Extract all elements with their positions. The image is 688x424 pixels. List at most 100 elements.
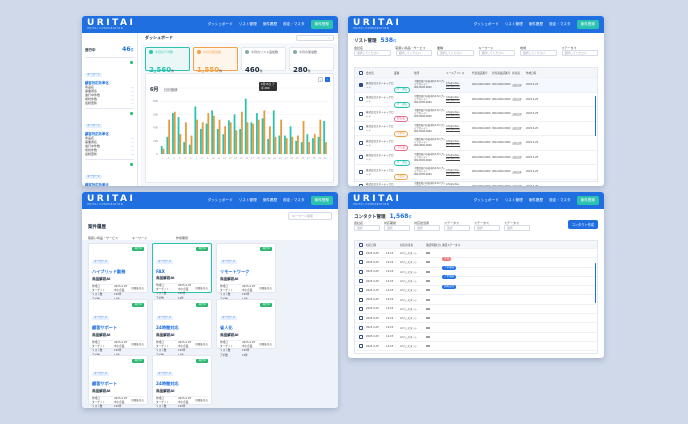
bar-apo[interactable] <box>250 122 253 154</box>
bar-apo[interactable] <box>228 120 230 154</box>
bar-apo[interactable] <box>211 110 214 154</box>
brand-logo[interactable]: URITAI URITAI CORPORATION <box>353 17 402 30</box>
brand-logo[interactable]: URITAI URITAI CORPORATION <box>353 193 402 206</box>
table-row[interactable]: 2025.4.25 14:23 AIアシスタント 08 資料送付 <box>355 277 597 289</box>
table-row[interactable]: 2025.4.25 14:23 AIアシスタント 08 <box>355 295 597 305</box>
nav-cta-button[interactable]: 案件登録 <box>576 20 599 29</box>
bar-apo[interactable] <box>194 106 197 154</box>
cell-email[interactable]: info@uritai-sample.com <box>446 81 460 88</box>
table-row[interactable]: 2025.4.25 14:23 AIアシスタント 08 <box>355 314 597 324</box>
bar-apo[interactable] <box>233 114 236 154</box>
bar-order[interactable] <box>313 134 316 154</box>
bar-apo[interactable] <box>323 121 326 154</box>
row-checkbox[interactable] <box>359 260 363 265</box>
bar-order[interactable] <box>179 134 182 154</box>
bar-order[interactable] <box>252 123 255 154</box>
nav-settings[interactable]: 設定・マスタ <box>549 198 571 202</box>
nav-dashboard[interactable]: ダッシュボード <box>207 198 233 202</box>
select-all-checkbox[interactable] <box>359 242 363 247</box>
create-contact-button[interactable]: コンタクト作成 <box>567 220 598 229</box>
detail-link[interactable]: 詳細を見る <box>259 343 272 346</box>
filter-select[interactable]: 選択 <box>384 225 410 231</box>
brand-logo[interactable]: URITAI URITAI CORPORATION <box>87 17 136 30</box>
filter-select[interactable]: 選択してください <box>561 50 598 56</box>
bar-order[interactable] <box>285 138 288 154</box>
bar-apo[interactable] <box>272 110 275 154</box>
bar-order[interactable] <box>297 135 299 154</box>
column-header[interactable]: 担当者 <box>512 71 520 75</box>
chart-nav-next[interactable]: › <box>325 77 330 82</box>
bar-order[interactable] <box>173 111 176 154</box>
history-search[interactable]: キーワード検索 <box>288 212 332 220</box>
nav-dashboard[interactable]: ダッシュボード <box>207 22 233 26</box>
table-row[interactable]: 株式会社スターテックロード IT・通信 千葉県松戸市松本町2-8-1プレミアガー… <box>355 180 597 186</box>
table-row[interactable]: 株式会社スターテックロード IT・通信 千葉県松戸市松本町2-8-1プレミアガー… <box>355 93 597 108</box>
detail-link[interactable]: 詳細を見る <box>259 287 272 290</box>
nav-cta-button[interactable]: 案件登録 <box>576 196 599 205</box>
cell-email[interactable]: info@uritai-sample.com <box>446 168 460 175</box>
filter-select[interactable]: 選択してください <box>520 50 557 56</box>
filter-select[interactable]: 選択してください <box>437 50 474 56</box>
filter-select[interactable]: 選択 <box>354 225 380 231</box>
row-checkbox[interactable] <box>359 344 363 349</box>
detail-link[interactable]: 詳細を見る <box>195 343 208 346</box>
table-row[interactable]: 2025.4.25 14:23 AIアシスタント 08 <box>355 305 597 315</box>
table-row[interactable]: 2025.4.25 14:23 AIアシスタント 08 <box>355 286 597 296</box>
table-row[interactable]: 2025.4.25 14:23 AIアシスタント 08 <box>355 333 597 342</box>
column-header[interactable]: 代表電話番号 <box>472 71 488 75</box>
column-header[interactable]: 業種 <box>394 71 400 75</box>
bar-apo[interactable] <box>216 128 219 154</box>
project-card[interactable]: キーワード 進行中 24時間対応 商品解説AI 作成日 2025.4.25 ターゲット… <box>152 299 212 357</box>
bar-apo[interactable] <box>160 146 163 154</box>
column-header[interactable]: 通話ステータス <box>442 243 461 247</box>
nav-list[interactable]: リスト管理 <box>504 22 523 26</box>
row-checkbox[interactable] <box>359 140 363 145</box>
brand-logo[interactable]: URITAI URITAI CORPORATION <box>87 193 136 206</box>
filter-select[interactable]: 選択してください <box>354 50 391 56</box>
bar-order[interactable] <box>325 142 327 154</box>
row-checkbox[interactable] <box>359 297 363 302</box>
bar-order[interactable] <box>190 135 193 154</box>
bar-order[interactable] <box>235 130 238 154</box>
row-checkbox[interactable] <box>359 97 363 102</box>
nav-list[interactable]: リスト管理 <box>238 198 257 202</box>
bar-apo[interactable] <box>278 135 281 154</box>
column-header[interactable]: 対応日時 <box>366 243 377 247</box>
row-checkbox[interactable] <box>359 334 363 339</box>
bar-order[interactable] <box>257 119 260 154</box>
bar-order[interactable] <box>269 126 271 154</box>
bar-order[interactable] <box>224 126 227 154</box>
bar-order[interactable] <box>207 113 210 154</box>
bar-order[interactable] <box>201 122 204 154</box>
bar-apo[interactable] <box>205 123 208 154</box>
bar-order[interactable] <box>263 110 266 154</box>
nav-history[interactable]: 案件履歴 <box>528 198 544 202</box>
filter-select[interactable]: 選択 <box>444 225 470 231</box>
chart-nav-prev[interactable]: ‹ <box>318 77 323 82</box>
table-row[interactable]: 2025.4.25 14:23 AIアシスタント 08 アポ獲得 <box>355 258 597 270</box>
bar-apo[interactable] <box>188 144 191 154</box>
project-card[interactable]: キーワード 進行中 24時間対応 商品解説AI 作成日 2025.4.25 ターゲット… <box>152 355 212 408</box>
project-card[interactable]: キーワード 進行中 省人化 商品解説AI 作成日 2025.4.25 ターゲット 中小企… <box>216 299 276 357</box>
column-header[interactable]: 通話時間(分) <box>426 243 441 247</box>
bar-apo[interactable] <box>284 135 286 154</box>
sidebar-project-card[interactable]: キーワード 顧客対応効率化 商品名 — 事業者名 — 進行中件数 — 成約件数 — 最終更新 — <box>85 58 134 109</box>
row-checkbox[interactable] <box>359 251 363 256</box>
bar-order[interactable] <box>213 115 215 154</box>
table-row[interactable]: 2025.4.25 14:23 AIアシスタント 08 <box>355 323 597 333</box>
bar-order[interactable] <box>229 122 232 154</box>
project-card[interactable]: キーワード 進行中 顧客サポート 商品解説AI 作成日 2025.4.25 ターゲット… <box>88 355 148 408</box>
table-row[interactable]: 株式会社スターテックロード 小売業 千葉県松戸市松本町2-8-1プレミアガーデン… <box>355 136 597 152</box>
row-checkbox[interactable] <box>359 169 363 174</box>
table-row[interactable]: 株式会社スターテックロード IT・通信 千葉県松戸市松本町2-8-1プレミアガー… <box>355 151 597 166</box>
nav-cta-button[interactable]: 案件登録 <box>310 20 333 29</box>
table-row[interactable]: 2025.4.25 14:23 AIアシスタント 08 <box>355 342 597 352</box>
project-card[interactable]: キーワード 進行中 顧客サポート 商品解説AI 作成日 2025.4.25 ターゲット… <box>88 299 148 357</box>
bar-order[interactable] <box>291 136 294 154</box>
bar-order[interactable] <box>246 122 249 154</box>
filter-select[interactable]: 選択してください <box>478 50 515 56</box>
bar-order[interactable] <box>280 119 283 154</box>
bar-order[interactable] <box>319 119 322 154</box>
dashboard-search[interactable]: ⌕ <box>296 35 334 41</box>
